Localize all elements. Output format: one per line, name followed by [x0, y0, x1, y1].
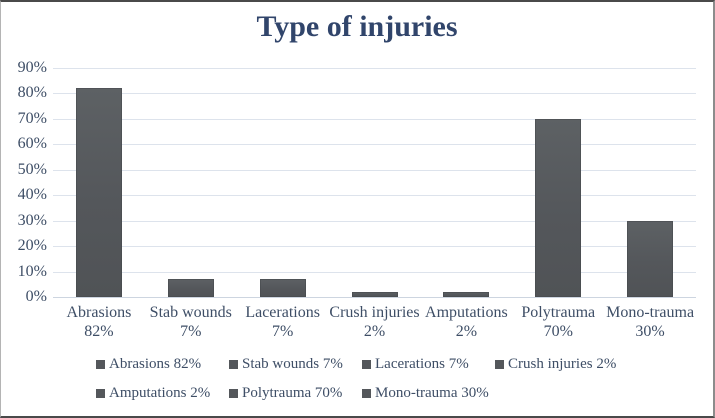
legend-swatch-icon	[96, 389, 105, 398]
legend-item: Abrasions 82%	[96, 356, 229, 373]
legend-item: Polytrauma 70%	[229, 385, 362, 402]
category-name: Mono-trauma	[606, 304, 695, 321]
category-name: Abrasions	[66, 304, 132, 321]
category-name: Polytrauma	[521, 304, 596, 321]
bar-slot	[512, 68, 604, 297]
chart-legend: Abrasions 82% Stab wounds 7% Lacerations…	[96, 356, 628, 402]
x-axis-labels: Abrasions 82% Stab wounds 7% Lacerations…	[53, 303, 696, 341]
bar-slot	[329, 68, 421, 297]
y-tick-label: 70%	[17, 109, 47, 127]
bar-series	[53, 68, 696, 297]
legend-label: Crush injuries 2%	[508, 356, 617, 372]
y-tick-label: 40%	[17, 186, 47, 204]
legend-swatch-icon	[495, 360, 504, 369]
category-value: 70%	[543, 323, 573, 340]
category-value: 7%	[180, 323, 202, 340]
bar-amputations	[443, 291, 490, 297]
x-axis-line	[53, 297, 696, 298]
x-tick-label: Stab wounds 7%	[145, 303, 237, 341]
y-tick-label: 20%	[17, 237, 47, 255]
bar-lacerations	[259, 279, 306, 297]
bar-slot	[420, 68, 512, 297]
y-tick-label: 10%	[17, 262, 47, 280]
legend-item: Lacerations 7%	[362, 356, 495, 373]
gridline	[53, 220, 696, 222]
plot-area	[53, 68, 696, 298]
bar-stab-wounds	[167, 279, 214, 297]
bar-slot	[237, 68, 329, 297]
bar-crush-injuries	[351, 291, 398, 297]
chart-title: Type of injuries	[256, 10, 458, 43]
gridline	[53, 118, 696, 120]
y-tick-label: 0%	[25, 288, 47, 305]
y-tick-label: 50%	[17, 160, 47, 178]
legend-label: Polytrauma 70%	[242, 385, 343, 401]
y-tick-label: 60%	[17, 135, 47, 153]
legend-swatch-icon	[229, 360, 238, 369]
bar-polytrauma	[535, 118, 582, 297]
category-value: 2%	[455, 323, 478, 340]
legend-swatch-icon	[362, 360, 371, 369]
legend-swatch-icon	[362, 389, 371, 398]
legend-swatch-icon	[229, 389, 238, 398]
category-value: 82%	[84, 323, 114, 340]
gridline	[53, 246, 696, 248]
y-tick-label: 80%	[17, 84, 47, 102]
legend-item: Amputations 2%	[96, 385, 229, 402]
category-name: Stab wounds	[149, 304, 232, 321]
y-axis: 90% 80% 70% 60% 50% 40% 30% 20% 10% 0%	[1, 59, 47, 305]
category-name: Lacerations	[245, 304, 320, 321]
bar-slot	[145, 68, 237, 297]
gridline	[53, 144, 696, 146]
category-name: Crush injuries	[329, 304, 420, 321]
gridline	[53, 68, 696, 69]
legend-label: Amputations 2%	[109, 385, 211, 401]
legend-item: Crush injuries 2%	[495, 356, 628, 373]
legend-label: Lacerations 7%	[375, 356, 469, 372]
x-tick-label: Amputations 2%	[420, 303, 512, 341]
gridline	[53, 195, 696, 197]
legend-swatch-icon	[96, 360, 105, 369]
y-tick-label: 90%	[17, 59, 47, 76]
legend-label: Stab wounds 7%	[242, 356, 343, 372]
legend-label: Abrasions 82%	[109, 356, 202, 372]
legend-item: Mono-trauma 30%	[362, 385, 495, 402]
x-tick-label: Lacerations 7%	[237, 303, 329, 341]
category-value: 30%	[635, 323, 665, 340]
category-value: 7%	[271, 323, 294, 340]
x-tick-label: Abrasions 82%	[53, 303, 145, 341]
category-value: 2%	[363, 323, 386, 340]
y-tick-label: 30%	[17, 211, 47, 229]
x-tick-label: Crush injuries 2%	[329, 303, 421, 341]
category-name: Amputations	[425, 304, 508, 321]
bar-slot	[53, 68, 145, 297]
gridline	[53, 93, 696, 95]
gridline	[53, 169, 696, 171]
gridline	[53, 271, 696, 273]
bar-slot	[604, 68, 696, 297]
x-tick-label: Polytrauma 70%	[512, 303, 604, 341]
legend-label: Mono-trauma 30%	[375, 385, 489, 401]
legend-item: Stab wounds 7%	[229, 356, 362, 373]
x-tick-label: Mono-trauma 30%	[604, 303, 696, 341]
bar-abrasions	[75, 88, 122, 297]
bar-mono-trauma	[627, 220, 674, 297]
